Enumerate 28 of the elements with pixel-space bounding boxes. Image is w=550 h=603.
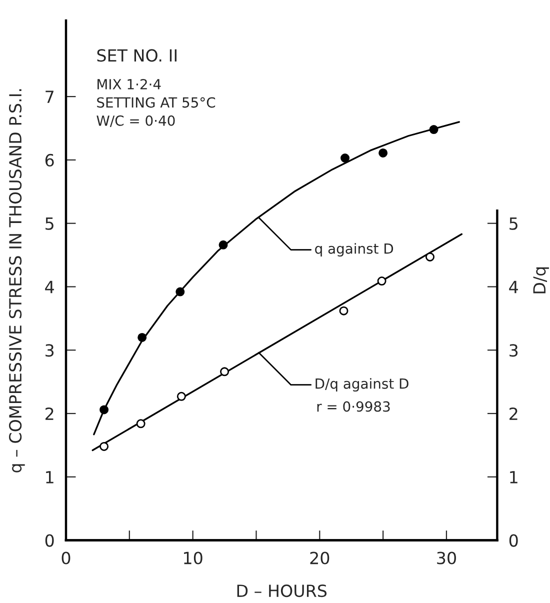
- x-axis-title: D – HOURS: [237, 584, 327, 598]
- y-tick-label: 3: [46, 344, 54, 357]
- annotation: D/q against D: [316, 378, 408, 392]
- y-tick-label: 7: [46, 90, 54, 103]
- y2-tick-label: 4: [509, 280, 518, 294]
- x-tick-label: 10: [184, 552, 202, 564]
- y2-tick-label: 2: [510, 407, 518, 420]
- annotation: q against D: [315, 243, 394, 257]
- x-tick-label: 20: [310, 552, 330, 564]
- annotation: r = 0·9983: [317, 401, 390, 412]
- y-tick-label: 2: [46, 407, 54, 420]
- x-tick-label: 0: [62, 552, 70, 564]
- y-tick-label: 5: [46, 218, 54, 230]
- y2-tick-label: 3: [510, 344, 518, 357]
- annotation: SET NO. II: [97, 49, 176, 62]
- y-tick-label: 0: [45, 534, 54, 547]
- y-tick-label: 6: [45, 154, 54, 167]
- x-tick-label: 30: [437, 552, 456, 564]
- y-tick-label: 1: [46, 471, 54, 484]
- annotation: SETTING AT 55°C: [97, 97, 216, 108]
- annotation: MIX 1·2·4: [98, 79, 161, 90]
- y2-tick-label: 5: [510, 218, 518, 230]
- y2-axis-title: D/q: [533, 267, 549, 294]
- y2-tick-label: 0: [509, 534, 518, 547]
- y-axis-title: q – COMPRESSIVE STRESS IN THOUSAND P.S.I.: [9, 89, 25, 472]
- y-tick-label: 4: [45, 280, 54, 294]
- annotation: W/C = 0·40: [96, 115, 175, 127]
- y2-tick-label: 1: [510, 471, 518, 484]
